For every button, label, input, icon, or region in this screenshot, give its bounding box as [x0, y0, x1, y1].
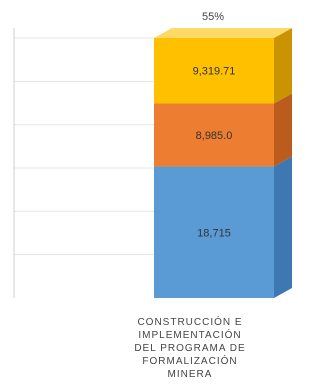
bar-segment-side-1 — [274, 156, 292, 298]
bar-top-face — [154, 28, 292, 38]
grid-lines — [14, 37, 154, 256]
bar-segment-side-3 — [274, 28, 292, 104]
top-percent-label: 55% — [202, 11, 224, 23]
bar-segment-3 — [154, 38, 274, 104]
data-label-2: 8,985.0 — [196, 130, 233, 142]
bar-segments — [154, 28, 292, 298]
data-label-3: 9,319.71 — [193, 66, 236, 78]
data-labels: 18,715 8,985.0 9,319.71 — [193, 66, 236, 240]
data-label-1: 18,715 — [197, 227, 231, 239]
bar-segment-2 — [154, 103, 274, 167]
category-label: CONSTRUCCIÓN E IMPLEMENTACIÓN DEL PROGRA… — [134, 317, 246, 380]
bar-segment-side-2 — [274, 93, 292, 167]
bar-segment-1 — [154, 166, 274, 298]
